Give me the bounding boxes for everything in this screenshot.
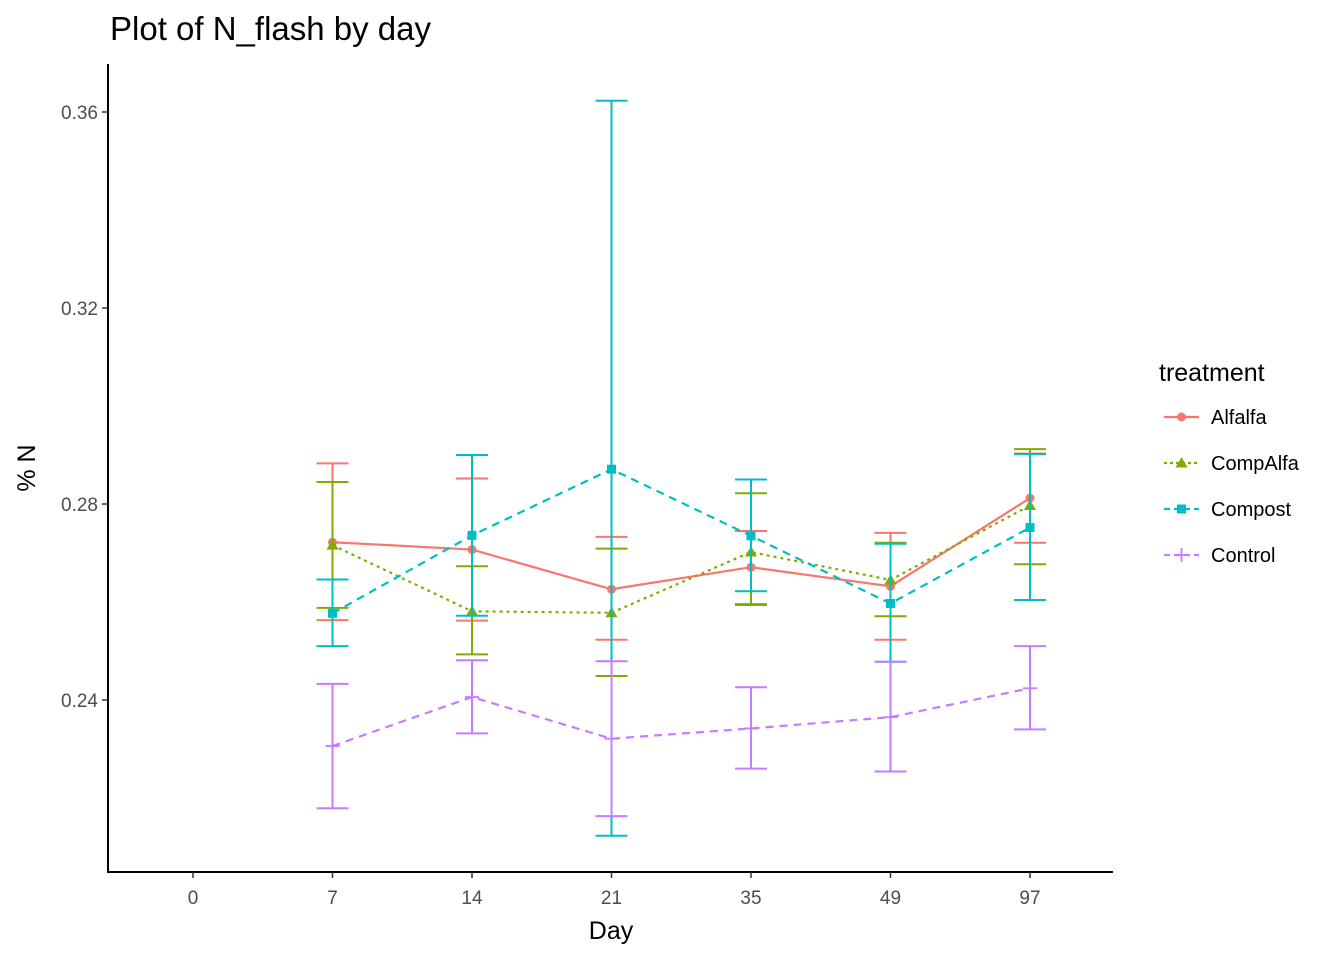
legend-key-marker <box>1175 457 1188 468</box>
x-tick-label: 0 <box>188 888 199 909</box>
legend-key-marker <box>1177 412 1186 422</box>
legend-key-marker <box>1177 504 1186 514</box>
data-point <box>325 739 340 754</box>
data-point <box>886 598 895 608</box>
data-point <box>465 690 479 705</box>
legend-item-compalfa: CompAlfa <box>1164 453 1300 475</box>
y-tick-label: 0.24 <box>61 691 98 712</box>
legend-items: Alfalfa CompAlfa Compost Control <box>1164 407 1300 567</box>
legend-item-control: Control <box>1164 545 1275 567</box>
x-axis-title: Day <box>589 917 634 945</box>
legend-item-compost: Compost <box>1164 499 1291 521</box>
legend: treatment Alfalfa CompAlfa Compost Control <box>1159 359 1300 567</box>
x-tick-label: 97 <box>1019 888 1040 909</box>
data-point <box>607 464 616 474</box>
y-axis-title: % N <box>13 444 41 491</box>
plot-area <box>316 99 1046 837</box>
series-line <box>331 467 1031 615</box>
legend-label: Control <box>1211 545 1275 567</box>
series-control <box>316 645 1046 818</box>
data-point <box>1025 523 1035 533</box>
x-tick-label: 14 <box>461 888 483 909</box>
y-ticks: 0.24 0.28 0.32 0.36 <box>61 103 108 712</box>
data-point <box>326 539 339 550</box>
legend-label: CompAlfa <box>1211 453 1300 475</box>
data-point <box>746 531 756 541</box>
data-point <box>883 710 898 725</box>
series-alfalfa <box>316 452 1046 641</box>
legend-label: Alfalfa <box>1211 407 1267 429</box>
x-tick-label: 35 <box>740 888 761 909</box>
x-tick-label: 21 <box>601 888 622 909</box>
legend-title: treatment <box>1159 359 1265 387</box>
y-tick-label: 0.32 <box>61 299 98 320</box>
x-ticks: 0 7 14 21 35 49 97 <box>188 872 1041 909</box>
series-compalfa <box>316 448 1046 677</box>
chart-title: Plot of N_flash by day <box>110 10 432 47</box>
series-line <box>332 687 1031 748</box>
y-tick-label: 0.36 <box>61 103 98 124</box>
axes: 0.24 0.28 0.32 0.36 0 7 14 21 35 49 97 Day % N <box>13 64 1113 945</box>
series-line <box>332 497 1031 591</box>
x-tick-label: 7 <box>327 888 338 909</box>
series-line <box>332 504 1031 614</box>
y-tick-label: 0.28 <box>61 495 98 516</box>
legend-item-alfalfa: Alfalfa <box>1164 407 1267 429</box>
data-point <box>744 721 758 736</box>
data-point <box>467 530 477 540</box>
data-point <box>328 608 337 618</box>
data-point <box>1023 681 1037 696</box>
legend-key-marker <box>1174 548 1189 562</box>
x-tick-label: 49 <box>880 888 901 909</box>
data-point <box>604 731 619 746</box>
series-compost <box>316 99 1046 837</box>
legend-label: Compost <box>1211 499 1291 521</box>
